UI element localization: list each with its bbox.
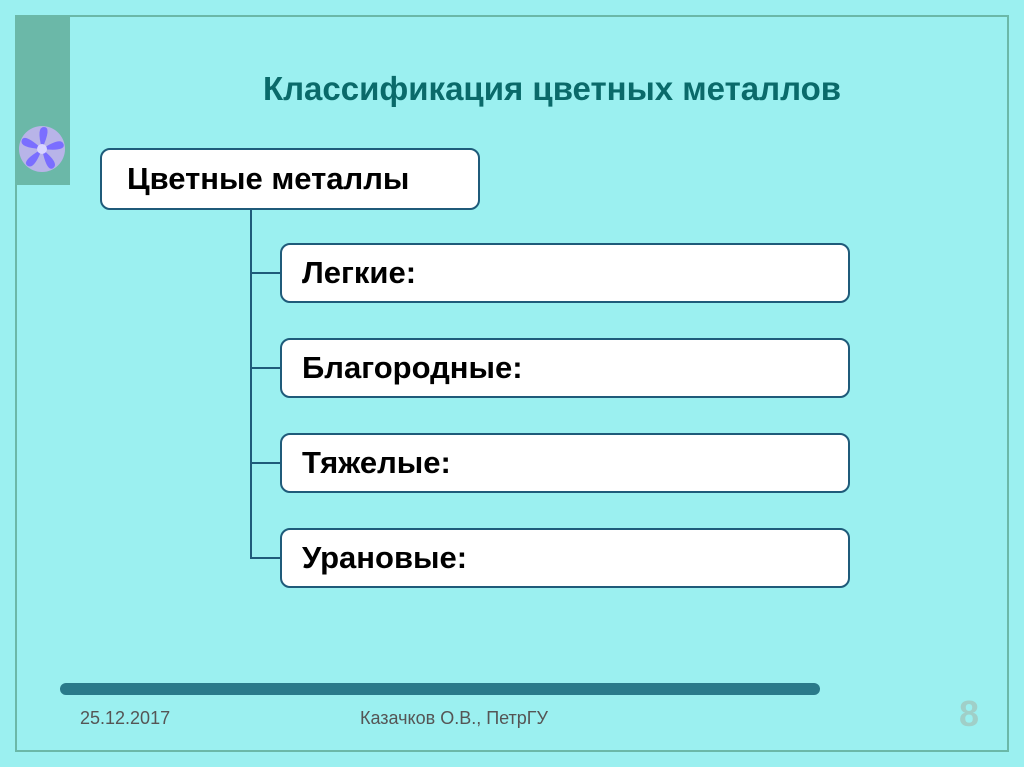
bottom-accent-bar xyxy=(60,683,820,695)
footer-author: Казачков О.В., ПетрГУ xyxy=(360,708,548,729)
tree-vline xyxy=(250,210,252,558)
pinwheel-icon xyxy=(18,125,66,173)
tree-hline xyxy=(250,367,280,369)
tree-child-box: Урановые: xyxy=(280,528,850,588)
page-number: 8 xyxy=(959,693,979,735)
tree-hline xyxy=(250,462,280,464)
tree-child-box: Легкие: xyxy=(280,243,850,303)
tree-hline xyxy=(250,272,280,274)
slide-title: Классификация цветных металлов xyxy=(110,70,994,108)
tree-child-box: Благородные: xyxy=(280,338,850,398)
footer-date: 25.12.2017 xyxy=(80,708,170,729)
tree-root-box: Цветные металлы xyxy=(100,148,480,210)
tree-child-box: Тяжелые: xyxy=(280,433,850,493)
tree-hline xyxy=(250,557,280,559)
